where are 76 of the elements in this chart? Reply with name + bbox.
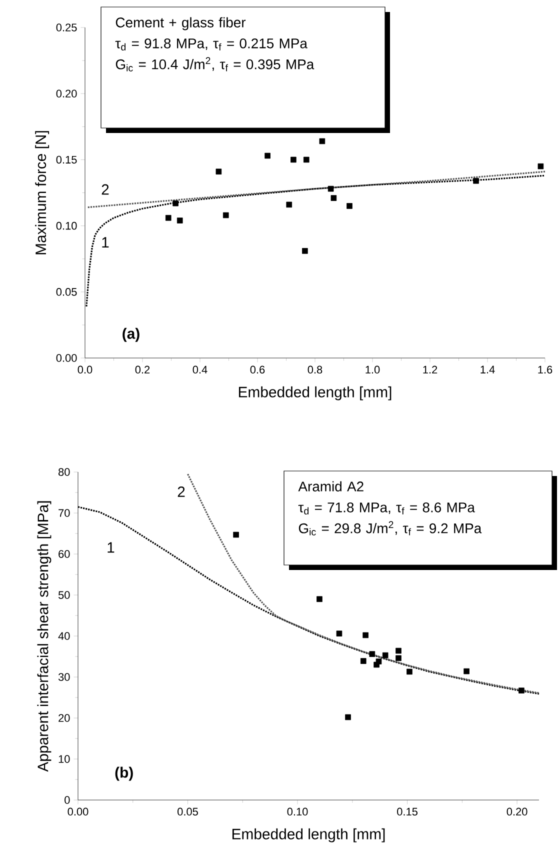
annotation: τ$_{d}$ = 91.8 MPa, τ$_{f}$ = 0.215 MPa xyxy=(115,38,308,50)
point xyxy=(286,202,292,208)
y-axis-title: Apparent interfacial shear strength [MPa] xyxy=(37,501,52,772)
x-tick-label: 1.0 xyxy=(366,366,380,374)
point xyxy=(264,152,270,159)
point xyxy=(216,168,222,174)
y-tick-label: 80 xyxy=(58,468,70,476)
x-tick-label: 1.2 xyxy=(423,366,438,374)
point xyxy=(518,688,524,694)
y-tick-label: 70 xyxy=(58,509,70,517)
point xyxy=(316,596,322,602)
y-tick-label: 0.05 xyxy=(56,288,77,296)
point xyxy=(336,630,342,636)
point xyxy=(396,655,402,662)
y-tick-label: 0.15 xyxy=(56,156,77,164)
annotation: 2 xyxy=(102,184,109,195)
x-axis-title: Embedded length [mm] xyxy=(238,386,392,400)
line-series xyxy=(87,170,546,208)
y-tick-label: 40 xyxy=(58,632,70,640)
annotation: 2 xyxy=(178,486,185,497)
point xyxy=(165,214,172,221)
point xyxy=(362,632,368,638)
point xyxy=(345,714,351,720)
annotation: Aramid A2 xyxy=(298,481,364,492)
point xyxy=(176,218,183,224)
point xyxy=(360,658,366,664)
point xyxy=(330,195,337,201)
x-tick-label: 0.20 xyxy=(506,808,528,816)
point xyxy=(346,203,352,209)
point xyxy=(538,163,544,170)
y-tick-label: 20 xyxy=(58,714,70,722)
point xyxy=(302,248,308,254)
annotation: Cement + glass fiber xyxy=(116,17,246,30)
x-tick-label: 0.8 xyxy=(308,366,322,374)
y-tick-label: 0 xyxy=(64,796,70,804)
x-tick-label: 0.6 xyxy=(250,366,265,374)
x-tick-label: 1.4 xyxy=(480,366,495,374)
y-tick-label: 0.10 xyxy=(56,222,77,230)
y-tick-label: 0.25 xyxy=(56,24,77,32)
annotation: G$_{ic}$ = 10.4 J/m$^{2}$, τ$_{f}$ = 0.395 MPa xyxy=(116,57,314,72)
y-axis-title: Maximum force [N] xyxy=(35,131,50,254)
x-tick-label: 0.0 xyxy=(78,366,92,374)
y-tick-label: 10 xyxy=(58,755,70,763)
x-tick-label: 0.10 xyxy=(287,808,308,816)
y-tick-label: 60 xyxy=(58,550,70,558)
point xyxy=(233,532,239,538)
point xyxy=(172,200,178,206)
x-tick-label: 1.6 xyxy=(538,366,552,374)
annotation: G$_{ic}$ = 29.8 J/m$^{2}$, τ$_{f}$ = 9.2 MPa xyxy=(298,521,482,536)
x-tick-label: 0.15 xyxy=(397,808,418,816)
text: (a) xyxy=(122,328,140,342)
text: (b) xyxy=(115,766,133,781)
point xyxy=(290,156,296,163)
point xyxy=(319,138,326,144)
point xyxy=(222,212,229,218)
point xyxy=(473,178,479,184)
x-tick-label: 0.2 xyxy=(135,366,150,374)
annotation: 1 xyxy=(102,237,109,248)
x-tick-label: 0.00 xyxy=(68,808,88,816)
x-axis-title: Embedded length [mm] xyxy=(232,828,385,842)
y-tick-label: 50 xyxy=(58,591,70,599)
point xyxy=(382,652,388,658)
point xyxy=(396,648,402,654)
point xyxy=(328,186,334,192)
point xyxy=(464,668,470,674)
annotation: τ$_{d}$ = 71.8 MPa, τ$_{f}$ = 8.6 MPa xyxy=(298,502,475,514)
point xyxy=(303,156,310,163)
point xyxy=(369,651,376,657)
y-tick-label: 0.20 xyxy=(56,90,77,98)
y-tick-label: 0.00 xyxy=(56,354,77,362)
x-tick-label: 0.05 xyxy=(178,808,198,816)
x-tick-label: 0.4 xyxy=(192,366,208,374)
point xyxy=(406,668,412,675)
y-tick-label: 30 xyxy=(58,673,70,681)
annotation: 1 xyxy=(108,542,114,553)
point xyxy=(376,658,382,664)
